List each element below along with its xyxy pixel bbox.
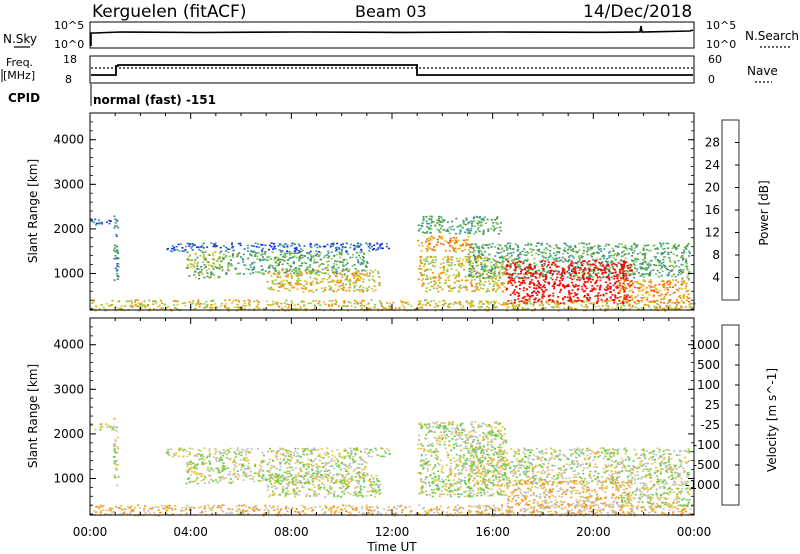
freq-axis-top: 18 [63, 53, 77, 66]
velocity-scatter-layer [90, 417, 693, 517]
cpid-label: CPID [8, 91, 40, 105]
velocity-region-2 [112, 417, 120, 487]
velocity-region-4 [185, 456, 369, 485]
velocity-colorbar-tick-2: 100 [697, 378, 720, 392]
power-colorbar-tick-5: 24 [705, 158, 720, 172]
nsky-axis-top: 10^5 [54, 19, 84, 32]
velocity-colorbar-tick-6: -500 [693, 458, 720, 472]
nave-label: Nave [747, 64, 778, 78]
power-colorbar-tick-2: 12 [705, 226, 720, 240]
x-tick-label-0: 00:00 [73, 525, 108, 539]
x-tick-label-6: 00:00 [677, 525, 712, 539]
velocity-region-5 [266, 474, 382, 498]
nsearch-label: N.Search [745, 29, 799, 43]
x-tick-label-3: 12:00 [375, 525, 410, 539]
power-colorbar-tick-6: 28 [705, 136, 720, 150]
velocity-region-7 [467, 447, 691, 485]
x-axis-label: Time UT [366, 540, 417, 554]
power-colorbar-label: Power [dB] [757, 180, 771, 245]
freq-axis-bottom: 8 [65, 73, 72, 86]
velocity-region-9 [618, 483, 691, 509]
x-tick-label-2: 08:00 [274, 525, 309, 539]
power-scatter-layer [90, 215, 696, 312]
nsky-trace [90, 25, 694, 46]
x-tick-label-5: 20:00 [576, 525, 611, 539]
x-tick-label-4: 16:00 [475, 525, 510, 539]
velocity-colorbar: 1000 500 100 25 -25 -100 -500 -1000 Velocity [m… [685, 324, 779, 506]
power-ytick-label-3: 4000 [53, 133, 84, 147]
velocity-region-1 [90, 423, 114, 431]
power-region-1 [90, 218, 112, 226]
velocity-colorbar-tick-7: -1000 [685, 478, 720, 492]
power-panel: 1000 2000 3000 4000 Slant Range [km] [26, 112, 696, 312]
power-region-3 [166, 242, 390, 253]
velocity-colorbar-tick-1: 500 [697, 358, 720, 372]
power-panel-frame [89, 112, 695, 311]
velocity-region-3 [165, 447, 391, 458]
velocity-colorbar-tick-4: -25 [700, 418, 720, 432]
velocity-panel-frame [89, 317, 695, 516]
nsky-label: N.Sky [3, 32, 37, 46]
power-region-6 [266, 269, 381, 293]
freq-trace [91, 64, 693, 76]
velocity-panel: 1000 2000 3000 4000 Slant Range [km] [26, 317, 695, 517]
velocity-colorbar-tick-3: 25 [705, 398, 720, 412]
power-region-5 [220, 251, 369, 275]
x-axis: 00:00 04:00 08:00 12:00 16:00 20:00 00:00 [73, 525, 712, 539]
power-colorbar-tick-3: 16 [705, 203, 720, 217]
nsearch-axis-top: 10^5 [706, 19, 736, 32]
nsearch-axis-bottom: 10^0 [706, 38, 736, 51]
x-tick-label-1: 04:00 [173, 525, 208, 539]
cpid-text: normal (fast) -151 [93, 93, 216, 107]
freq-label-line1: Freq. [6, 56, 33, 69]
nave-axis-bottom: 0 [708, 73, 715, 86]
velocity-ytick-label-3: 4000 [53, 338, 84, 352]
freq-label-line2: [MHz] [3, 69, 35, 82]
power-region-9 [417, 255, 507, 293]
power-region-4 [185, 251, 223, 280]
power-region-2 [113, 215, 120, 281]
nsky-axis-bottom: 10^0 [54, 38, 84, 51]
velocity-colorbar-label: Velocity [m s^-1] [765, 368, 779, 472]
velocity-colorbar-tick-5: -100 [693, 438, 720, 452]
power-colorbar: 4 8 12 16 20 24 28 Power [dB] [705, 119, 771, 301]
power-region-7 [417, 235, 475, 253]
velocity-ytick-label-1: 2000 [53, 427, 84, 441]
nsky-panel-frame [89, 21, 695, 49]
power-region-11 [505, 260, 633, 304]
freq-panel-frame [89, 55, 695, 84]
nave-axis-top: 60 [708, 53, 722, 66]
power-region-8 [417, 215, 502, 235]
beam-label: Beam 03 [355, 2, 427, 21]
power-ytick-label-0: 1000 [53, 266, 84, 280]
power-region-10 [467, 242, 691, 280]
power-colorbar-tick-1: 8 [712, 248, 720, 262]
power-colorbar-tick-4: 20 [705, 181, 720, 195]
power-ylabel: Slant Range [km] [26, 159, 40, 263]
station-title: Kerguelen (fitACF) [92, 2, 246, 22]
velocity-ytick-label-0: 1000 [53, 471, 84, 485]
power-ytick-label-2: 3000 [53, 177, 84, 191]
velocity-ytick-label-2: 3000 [53, 382, 84, 396]
power-colorbar-tick-0: 4 [712, 271, 720, 285]
velocity-ylabel: Slant Range [km] [26, 364, 40, 468]
power-ytick-label-1: 2000 [53, 222, 84, 236]
date-label: 14/Dec/2018 [583, 2, 692, 22]
velocity-colorbar-tick-0: 1000 [689, 338, 720, 352]
velocity-region-8 [505, 478, 634, 509]
power-region-12 [618, 278, 691, 304]
